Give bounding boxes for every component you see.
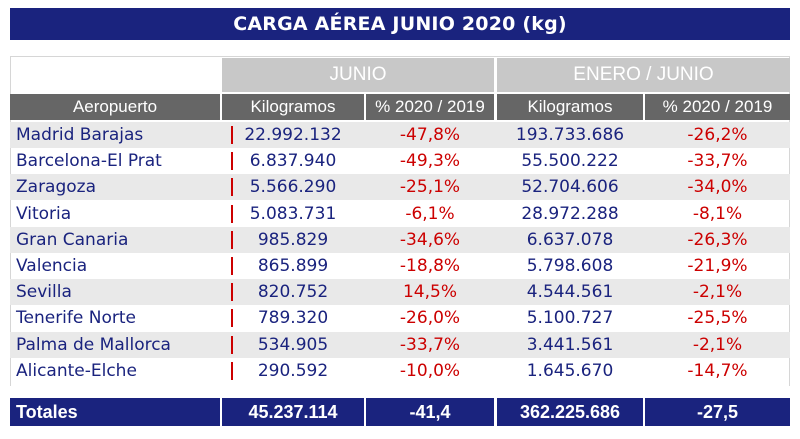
cell-kg-ytd: 3.441.561 [526, 334, 614, 355]
table-title: CARGA AÉREA JUNIO 2020 (kg) [10, 8, 790, 40]
cell-airport: Sevilla [16, 282, 72, 303]
cell-kg-junio: 789.320 [257, 308, 329, 329]
cell-airport: Zaragoza [16, 177, 97, 198]
row-divider [231, 126, 233, 144]
cell-pct-junio: -25,1% [399, 177, 461, 198]
column-header-kg-ytd: Kilogramos [497, 94, 643, 120]
cell-pct-ytd: -21,9% [687, 256, 748, 276]
totals-label: Totales [10, 398, 220, 426]
cell-pct-junio: -6,1% [405, 203, 455, 224]
column-header-pct-ytd: % 2020 / 2019 [645, 94, 790, 120]
row-divider [231, 204, 233, 223]
table-row: Valencia 865.899 -18,8% 5.798.608 -21,9% [10, 253, 790, 279]
table-row: Barcelona-El Prat 6.837.940 -49,3% 55.500.2… [10, 148, 790, 174]
table-row: Sevilla 820.752 14,5% 4.544.561 -2,1% [10, 279, 790, 306]
totals-kg-ytd: 362.225.686 [497, 398, 643, 426]
cell-kg-junio: 820.752 [257, 282, 329, 303]
column-header-pct-junio: % 2020 / 2019 [366, 94, 494, 120]
cell-kg-ytd: 52.704.606 [521, 177, 619, 198]
cell-kg-junio: 534.905 [257, 334, 329, 355]
row-divider [231, 230, 233, 249]
cell-airport: Valencia [16, 256, 88, 276]
cell-pct-junio: -33,7% [399, 334, 461, 355]
cell-kg-junio: 6.837.940 [249, 151, 337, 172]
cell-kg-ytd: 1.645.670 [526, 360, 614, 381]
table-frame [10, 56, 790, 386]
cell-kg-ytd: 5.100.727 [526, 308, 614, 329]
cell-pct-ytd: -8,1% [692, 203, 743, 224]
group-header-junio: JUNIO [222, 58, 494, 92]
cell-pct-ytd: -2,1% [692, 334, 743, 355]
cell-airport: Tenerife Norte [16, 308, 136, 329]
row-divider [231, 283, 233, 302]
table-row: Alicante-Elche 290.592 -10,0% 1.645.670 -14,… [10, 358, 790, 384]
row-divider [231, 178, 233, 197]
table-row: Madrid Barajas 22.992.132 -47,8% 193.733.68… [10, 122, 790, 148]
cell-kg-ytd: 6.637.078 [526, 229, 614, 250]
cell-pct-ytd: -26,3% [687, 229, 748, 250]
table-row: Vitoria 5.083.731 -6,1% 28.972.288 -8,1% [10, 201, 790, 227]
cell-kg-ytd: 5.798.608 [526, 256, 614, 276]
cell-airport: Alicante-Elche [16, 360, 137, 381]
cell-pct-ytd: -2,1% [692, 282, 743, 303]
cell-kg-ytd: 193.733.686 [515, 125, 625, 145]
cell-pct-junio: -10,0% [399, 360, 461, 381]
cell-kg-junio: 22.992.132 [244, 125, 342, 145]
cell-pct-ytd: -14,7% [687, 360, 748, 381]
cell-airport: Barcelona-El Prat [16, 151, 162, 172]
row-divider [231, 309, 233, 328]
cell-kg-junio: 865.899 [257, 256, 329, 276]
cell-pct-ytd: -25,5% [687, 308, 748, 329]
cell-pct-ytd: -26,2% [687, 125, 748, 145]
table-row: Gran Canaria 985.829 -34,6% 6.637.078 -26,3% [10, 226, 790, 253]
totals-pct-ytd: -27,5 [645, 398, 790, 426]
cell-kg-junio: 985.829 [257, 229, 329, 250]
cell-pct-junio: -34,6% [399, 229, 461, 250]
cell-pct-junio: -18,8% [399, 256, 461, 276]
column-header-kg-junio: Kilogramos [222, 94, 364, 120]
group-header-enero-junio: ENERO / JUNIO [497, 58, 790, 92]
cell-kg-ytd: 55.500.222 [521, 151, 619, 172]
table-row: Palma de Mallorca 534.905 -33,7% 3.441.561 -… [10, 331, 790, 358]
cell-pct-junio: 14,5% [402, 282, 457, 303]
cell-airport: Palma de Mallorca [16, 334, 171, 355]
cell-kg-junio: 5.083.731 [249, 203, 337, 224]
table-row: Tenerife Norte 789.320 -26,0% 5.100.727 -25,… [10, 305, 790, 331]
cell-kg-junio: 290.592 [257, 360, 329, 381]
cell-airport: Madrid Barajas [16, 125, 144, 145]
cell-airport: Gran Canaria [16, 229, 129, 250]
table-row: Zaragoza 5.566.290 -25,1% 52.704.606 -34,0% [10, 174, 790, 201]
cell-kg-ytd: 4.544.561 [526, 282, 614, 303]
row-divider [231, 335, 233, 354]
cell-kg-junio: 5.566.290 [249, 177, 337, 198]
cell-pct-junio: -47,8% [399, 125, 461, 145]
totals-pct-junio: -41,4 [366, 398, 494, 426]
cell-pct-junio: -49,3% [399, 151, 461, 172]
row-divider [231, 152, 233, 171]
column-header-airport: Aeropuerto [10, 94, 220, 120]
cell-kg-ytd: 28.972.288 [521, 203, 619, 224]
row-divider [231, 257, 233, 275]
row-divider [231, 361, 233, 380]
cell-airport: Vitoria [16, 203, 72, 224]
cell-pct-ytd: -34,0% [687, 177, 748, 198]
totals-kg-junio: 45.237.114 [222, 398, 364, 426]
cell-pct-ytd: -33,7% [687, 151, 748, 172]
cell-pct-junio: -26,0% [399, 308, 461, 329]
